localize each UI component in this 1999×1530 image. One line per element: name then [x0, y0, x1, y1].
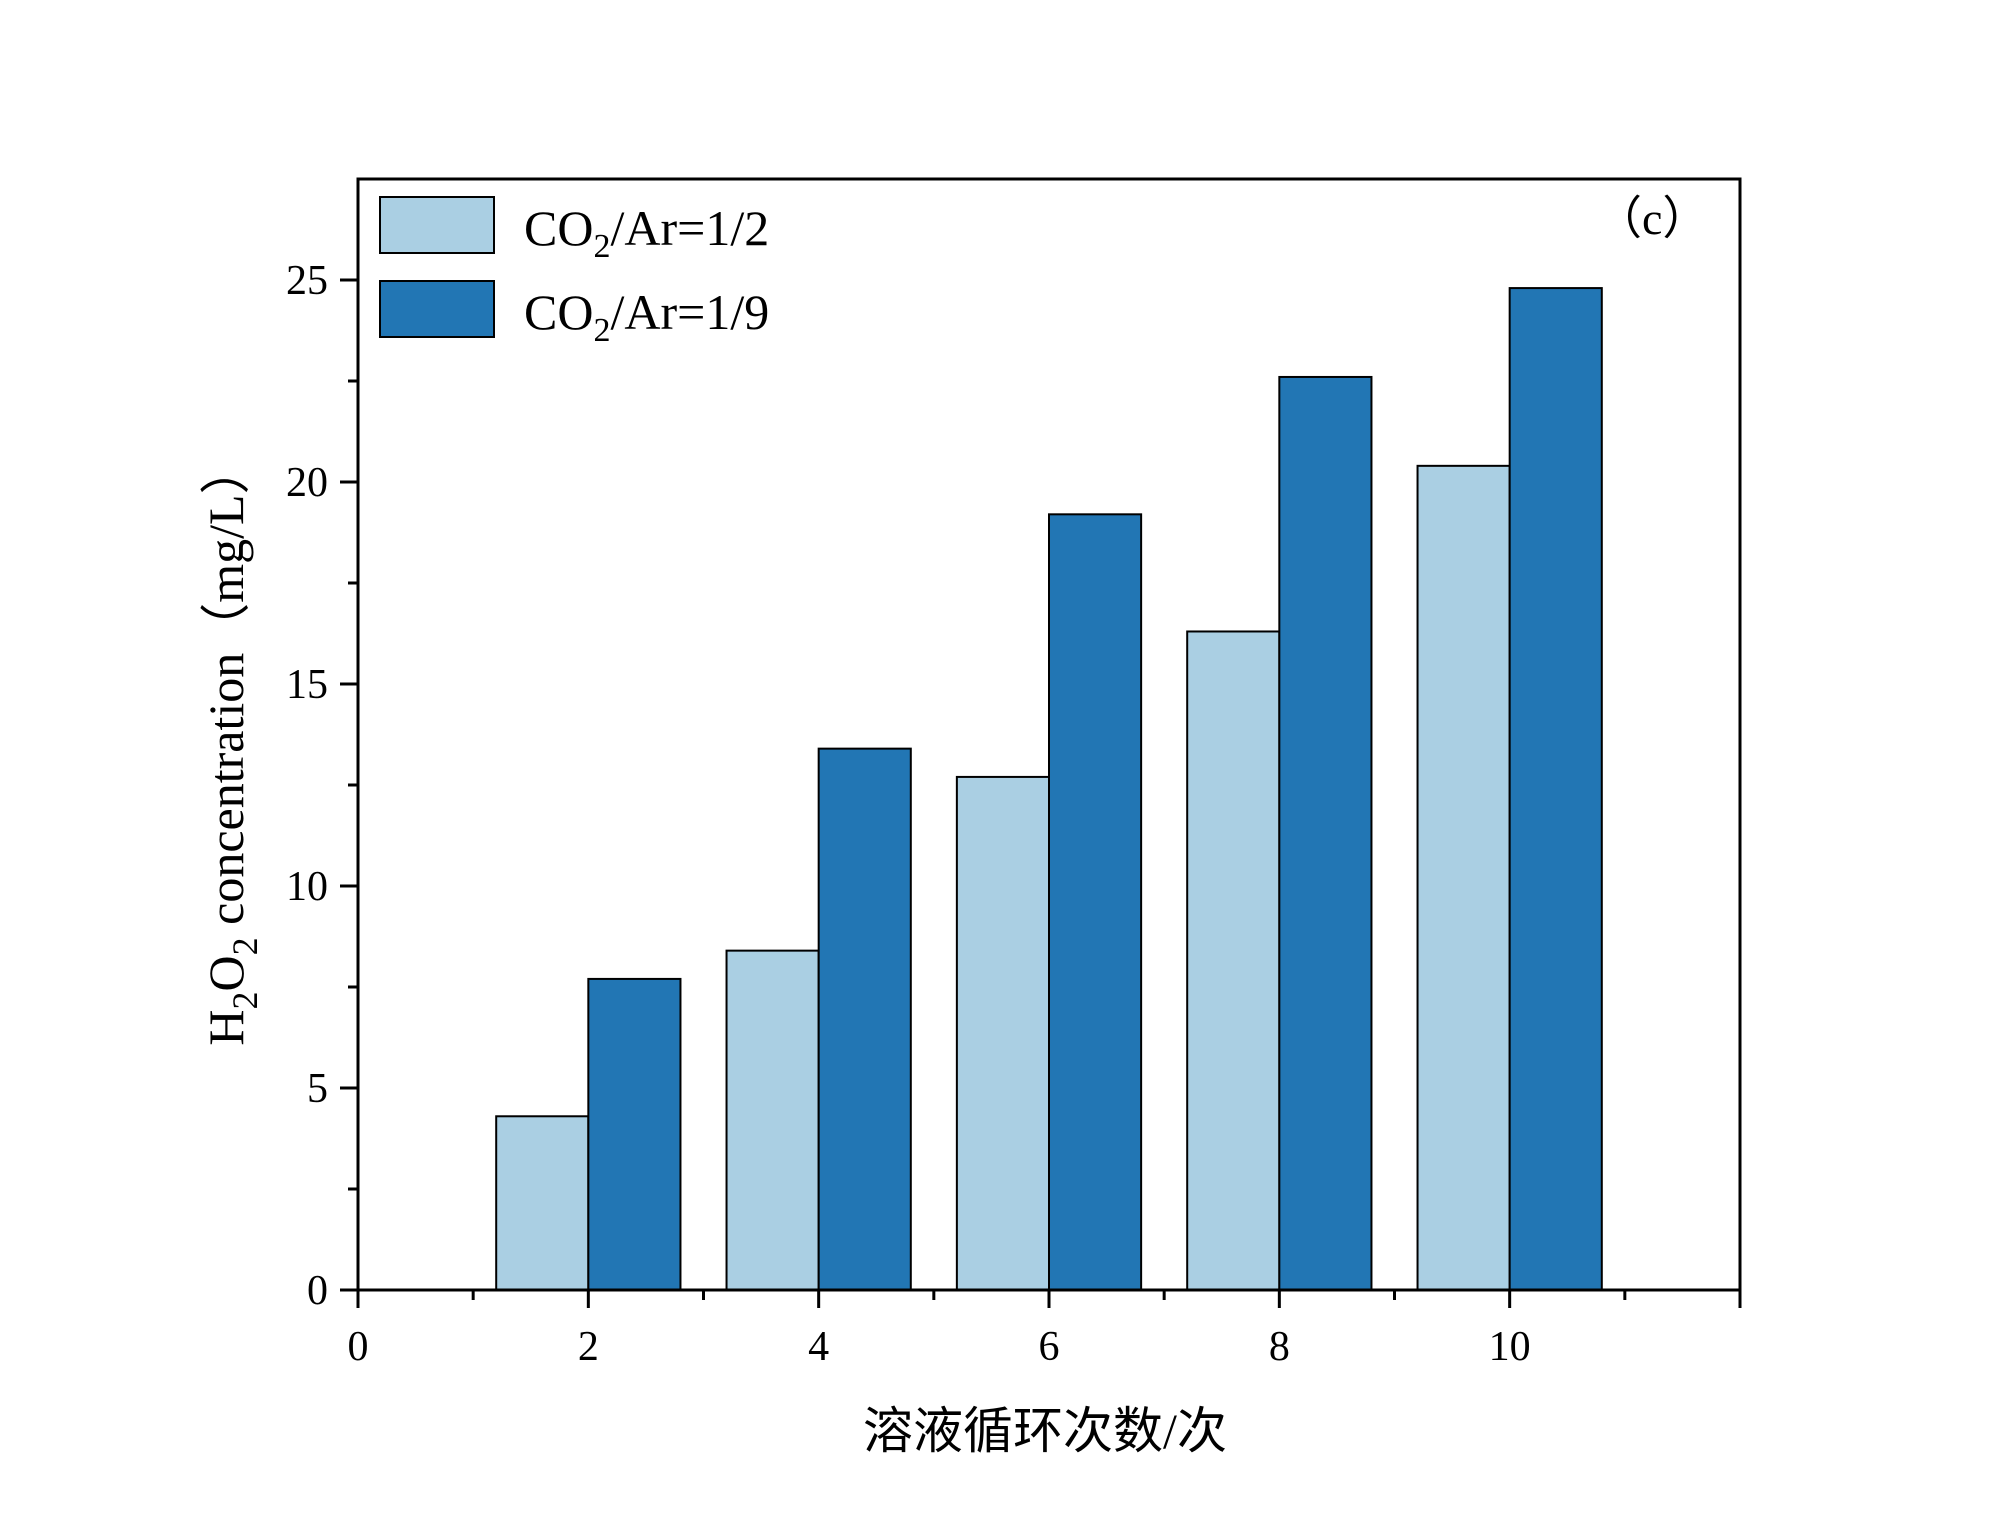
legend-swatch-series-1 — [379, 196, 495, 254]
y-tick-label-15: 15 — [286, 662, 328, 708]
x-tick-label-0: 0 — [348, 1324, 369, 1370]
y-tick-label-0: 0 — [307, 1268, 328, 1314]
bar-series-1-x-6 — [955, 775, 1050, 1291]
legend: CO2/Ar=1/2 CO2/Ar=1/9 — [379, 196, 769, 349]
bar-series-2-x-4 — [817, 747, 912, 1291]
bar-series-2-x-8 — [1278, 375, 1373, 1291]
x-tick-label-10: 10 — [1489, 1324, 1531, 1370]
x-tick-label-6: 6 — [1039, 1324, 1060, 1370]
x-axis-title: 溶液循环次数/次 — [863, 1403, 1227, 1459]
bar-series-1-x-4 — [725, 949, 820, 1291]
ticks-group: 0 2 4 6 8 10 0 5 10 15 20 25 — [286, 258, 1742, 1370]
y-tick-label-20: 20 — [286, 460, 328, 506]
legend-swatch-series-2 — [379, 280, 495, 338]
legend-label-series-1: CO2/Ar=1/2 — [524, 200, 769, 265]
bar-series-2-x-6 — [1048, 513, 1143, 1291]
x-tick-label-4: 4 — [808, 1324, 829, 1370]
bar-series-2-x-2 — [587, 977, 682, 1291]
y-axis-title: H2O2 concentration（mg/L） — [198, 444, 265, 1045]
panel-label: （c） — [1596, 193, 1708, 244]
bar-series-1-x-8 — [1186, 630, 1281, 1291]
x-tick-label-2: 2 — [578, 1324, 599, 1370]
y-tick-label-25: 25 — [286, 258, 328, 304]
bar-series-1-x-10 — [1416, 464, 1511, 1291]
x-tick-label-8: 8 — [1269, 1324, 1290, 1370]
bars-group — [495, 287, 1603, 1292]
bar-series-1-x-2 — [495, 1115, 590, 1292]
legend-label-series-2: CO2/Ar=1/9 — [524, 284, 769, 349]
y-tick-label-10: 10 — [286, 864, 328, 910]
bar-series-2-x-10 — [1508, 287, 1603, 1291]
y-tick-label-5: 5 — [307, 1066, 328, 1112]
